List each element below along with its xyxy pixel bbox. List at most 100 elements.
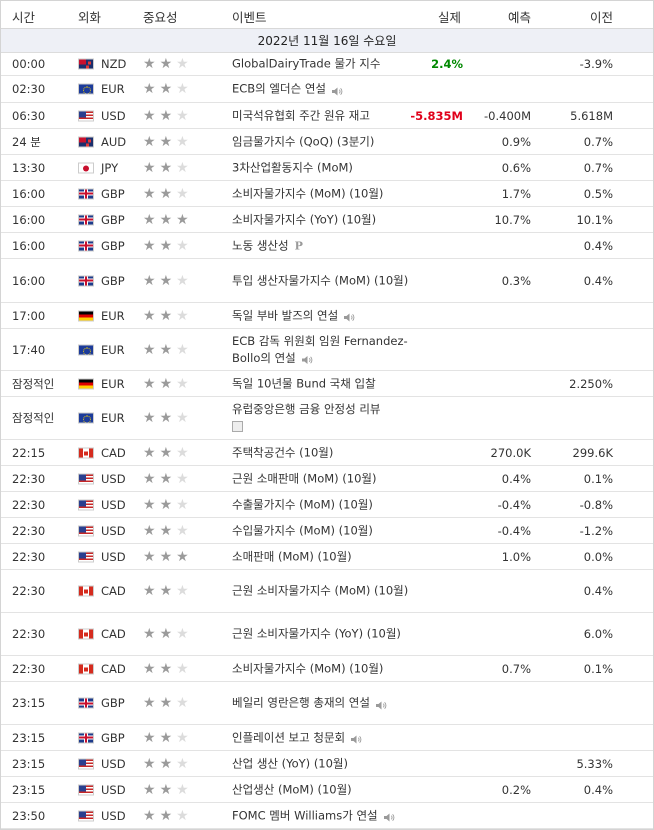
star-icon: ★ [176,496,193,513]
event-title[interactable]: 근원 소비자물가지수 (MoM) (10월) [232,583,414,600]
event-title-text[interactable]: 노동 생산성 [232,238,289,252]
event-currency: JPY [101,160,119,175]
header-actual[interactable]: 실제 [437,10,461,25]
event-title-text[interactable]: 3차산업활동지수 (MoM) [232,160,353,174]
event-title-text[interactable]: 미국석유협회 주간 원유 재고 [232,108,370,122]
header-importance[interactable]: 중요성 [143,10,178,25]
star-icon: ★ [176,159,193,176]
event-title-text[interactable]: 소비자물가지수 (MoM) (10월) [232,661,384,675]
event-title[interactable]: ECB의 엘더슨 연설 [232,81,414,98]
event-title[interactable]: FOMC 멤버 Williams가 연설 [232,807,414,824]
event-title-text[interactable]: 수입물가지수 (MoM) (10월) [232,523,373,537]
star-icon: ★ [143,729,160,746]
event-title-text[interactable]: 소매판매 (MoM) (10월) [232,549,352,563]
event-title-text[interactable]: 독일 10년물 Bund 국채 입찰 [232,376,376,390]
event-title-text[interactable]: 인플레이션 보고 청문회 [232,730,346,744]
gbp-flag-icon [78,732,94,743]
event-title[interactable]: 수입물가지수 (MoM) (10월) [232,522,414,539]
event-row[interactable]: 22:30 USD ★★★ 수출물가지수 (MoM) (10월) -0.4% -0.8% [1,492,653,518]
event-title-text[interactable]: 임금물가지수 (QoQ) (3분기) [232,134,375,148]
event-title[interactable]: 근원 소비자물가지수 (YoY) (10월) [232,626,414,643]
event-title[interactable]: 주택착공건수 (10월) [232,444,414,461]
event-title[interactable]: 산업생산 (MoM) (10월) [232,781,414,798]
event-title[interactable]: 임금물가지수 (QoQ) (3분기) [232,133,414,150]
header-previous[interactable]: 이전 [589,10,613,25]
header-forecast[interactable]: 예측 [507,10,531,25]
event-row[interactable]: 13:30 JPY ★★★ 3차산업활동지수 (MoM) 0.6% 0.7% [1,155,653,181]
event-title[interactable]: 유럽중앙은행 금융 안정성 리뷰 [232,401,414,435]
event-title[interactable]: 근원 소매판매 (MoM) (10월) [232,470,414,487]
event-title-text[interactable]: 소비자물가지수 (MoM) (10월) [232,186,384,200]
event-title[interactable]: ECB 감독 위원회 임원 Fernandez-Bollo의 연설 [232,333,414,367]
event-row[interactable]: 잠정적인 EUR ★★★ 유럽중앙은행 금융 안정성 리뷰 [1,397,653,440]
event-row[interactable]: 16:00 GBP ★★★ 노동 생산성 P 0.4% [1,233,653,259]
event-row[interactable]: 22:30 USD ★★★ 수입물가지수 (MoM) (10월) -0.4% -1.2% [1,518,653,544]
event-row[interactable]: 16:00 GBP ★★★ 소비자물가지수 (MoM) (10월) 1.7% 0.5% [1,181,653,207]
header-event[interactable]: 이벤트 [232,10,267,25]
event-currency: GBP [101,730,125,745]
event-title-text[interactable]: 산업 생산 (YoY) (10월) [232,756,349,770]
event-row[interactable]: 잠정적인 EUR ★★★ 독일 10년물 Bund 국채 입찰 2.250% [1,371,653,397]
event-row[interactable]: 06:30 USD ★★★ 미국석유협회 주간 원유 재고 -5.835M -0.400M… [1,103,653,129]
header-currency[interactable]: 외화 [78,10,102,25]
event-title[interactable]: 수출물가지수 (MoM) (10월) [232,496,414,513]
event-title[interactable]: 베일리 영란은행 총재의 연설 [232,695,414,712]
event-title-text[interactable]: 근원 소매판매 (MoM) (10월) [232,471,377,485]
event-title-text[interactable]: 수출물가지수 (MoM) (10월) [232,497,373,511]
event-title-text[interactable]: 주택착공건수 (10월) [232,445,334,459]
event-title-text[interactable]: GlobalDairyTrade 물가 지수 [232,56,381,71]
event-title-text[interactable]: 소비자물가지수 (YoY) (10월) [232,212,377,226]
event-row[interactable]: 22:30 USD ★★★ 근원 소매판매 (MoM) (10월) 0.4% 0.1% [1,466,653,492]
header-time[interactable]: 시간 [12,10,36,25]
previous-value: 0.1% [583,661,613,676]
event-title-text[interactable]: FOMC 멤버 Williams가 연설 [232,808,378,822]
event-row[interactable]: 16:00 GBP ★★★ 투입 생산자물가지수 (MoM) (10월) 0.3% 0.4… [1,259,653,303]
event-title[interactable]: 미국석유협회 주간 원유 재고 [232,107,414,124]
event-title[interactable]: 소매판매 (MoM) (10월) [232,548,414,565]
star-icon: ★ [143,341,160,358]
event-title[interactable]: 인플레이션 보고 청문회 [232,729,414,746]
event-row[interactable]: 16:00 GBP ★★★ 소비자물가지수 (YoY) (10월) 10.7% 10.1% [1,207,653,233]
event-row[interactable]: 17:00 EUR ★★★ 독일 부바 발즈의 연설 [1,303,653,329]
event-row[interactable]: 23:15 USD ★★★ 산업생산 (MoM) (10월) 0.2% 0.4% [1,777,653,803]
event-title-text[interactable]: 독일 부바 발즈의 연설 [232,308,339,322]
event-title[interactable]: 독일 10년물 Bund 국채 입찰 [232,375,414,392]
event-row[interactable]: 22:30 CAD ★★★ 근원 소비자물가지수 (MoM) (10월) 0.4% [1,570,653,613]
event-row[interactable]: 23:15 GBP ★★★ 인플레이션 보고 청문회 [1,725,653,751]
event-row[interactable]: 17:40 EUR ★★★ ECB 감독 위원회 임원 Fernandez-Bollo… [1,329,653,371]
event-title-text[interactable]: 유럽중앙은행 금융 안정성 리뷰 [232,402,381,416]
forecast-value: 1.0% [501,549,531,564]
event-title-text[interactable]: ECB 감독 위원회 임원 Fernandez-Bollo의 연설 [232,333,408,365]
event-title-text[interactable]: 투입 생산자물가지수 (MoM) (10월) [232,273,409,287]
table-header: 시간 외화 중요성 이벤트 실제 예측 이전 [1,1,653,29]
event-row[interactable]: 22:15 CAD ★★★ 주택착공건수 (10월) 270.0K 299.6K [1,440,653,466]
event-row[interactable]: 22:30 CAD ★★★ 소비자물가지수 (MoM) (10월) 0.7% 0.1% [1,656,653,682]
importance-stars: ★★★ [143,809,193,823]
event-title[interactable]: 노동 생산성 P [232,237,414,254]
event-row[interactable]: 23:15 GBP ★★★ 베일리 영란은행 총재의 연설 [1,682,653,725]
event-row[interactable]: 00:00 NZD ★★★ GlobalDairyTrade 물가 지수 2.4% -3.… [1,53,653,76]
event-row[interactable]: 23:50 USD ★★★ FOMC 멤버 Williams가 연설 [1,803,653,829]
event-title[interactable]: 소비자물가지수 (MoM) (10월) [232,185,414,202]
event-row[interactable]: 02:30 EUR ★★★ ECB의 엘더슨 연설 [1,76,653,103]
event-title[interactable]: 독일 부바 발즈의 연설 [232,307,414,324]
event-title[interactable]: 소비자물가지수 (MoM) (10월) [232,660,414,677]
event-row[interactable]: 24 분 AUD ★★★ 임금물가지수 (QoQ) (3분기) 0.9% 0.7% [1,129,653,155]
event-title-text[interactable]: 베일리 영란은행 총재의 연설 [232,695,370,710]
event-title[interactable]: 투입 생산자물가지수 (MoM) (10월) [232,272,414,289]
event-row[interactable]: 22:30 CAD ★★★ 근원 소비자물가지수 (YoY) (10월) 6.0% [1,613,653,656]
event-title[interactable]: 3차산업활동지수 (MoM) [232,159,414,176]
nzd-flag-icon [78,58,94,70]
event-row[interactable]: 23:15 USD ★★★ 산업 생산 (YoY) (10월) 5.33% [1,751,653,777]
star-icon: ★ [143,133,160,150]
event-title[interactable]: 산업 생산 (YoY) (10월) [232,755,414,772]
star-icon: ★ [143,107,160,124]
event-title-text[interactable]: 근원 소비자물가지수 (MoM) (10월) [232,583,409,598]
event-title[interactable]: GlobalDairyTrade 물가 지수 [232,56,414,73]
event-title-text[interactable]: 산업생산 (MoM) (10월) [232,782,352,796]
event-row[interactable]: 22:30 USD ★★★ 소매판매 (MoM) (10월) 1.0% 0.0% [1,544,653,570]
event-title[interactable]: 소비자물가지수 (YoY) (10월) [232,211,414,228]
event-title-text[interactable]: 근원 소비자물가지수 (YoY) (10월) [232,626,401,641]
event-title-text[interactable]: ECB의 엘더슨 연설 [232,81,326,96]
